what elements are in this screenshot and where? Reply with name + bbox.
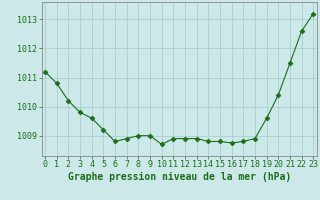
X-axis label: Graphe pression niveau de la mer (hPa): Graphe pression niveau de la mer (hPa) — [68, 172, 291, 182]
